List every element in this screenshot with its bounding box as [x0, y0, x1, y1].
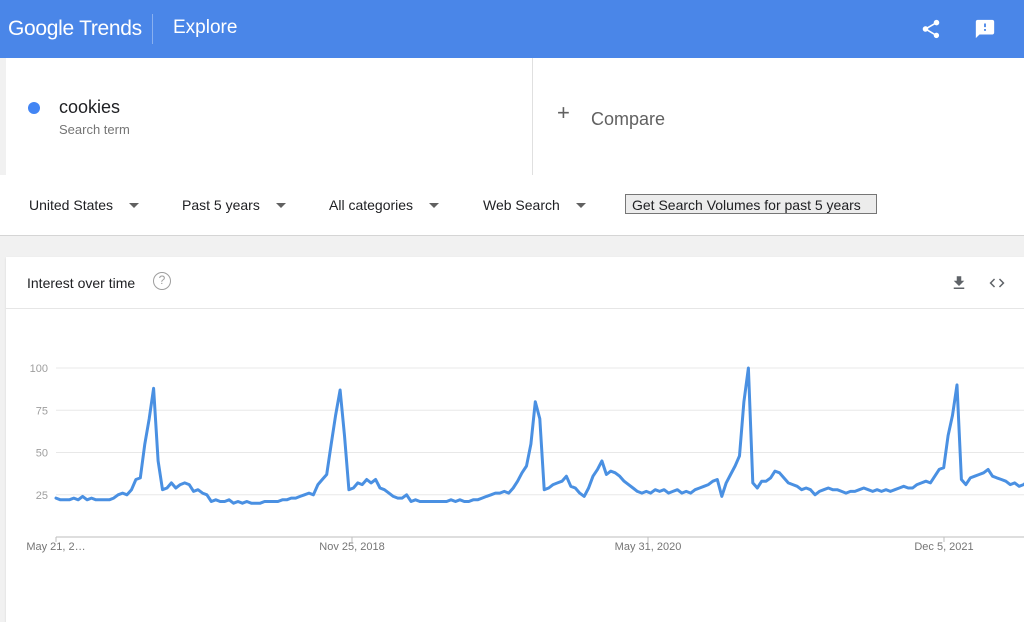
compare-label[interactable]: Compare: [591, 109, 666, 129]
interest-over-time-card: Interest over time ?: [6, 257, 1024, 622]
category-label: All categories: [329, 197, 414, 213]
feedback-icon[interactable]: [974, 18, 996, 40]
region-dropdown[interactable]: United States: [29, 197, 140, 213]
google-trends-logo[interactable]: Google Trends: [8, 17, 142, 40]
category-dropdown[interactable]: All categories: [329, 197, 440, 213]
dropdown-arrow-icon: [129, 202, 140, 208]
embed-icon[interactable]: [986, 274, 1008, 292]
term-color-dot: [28, 102, 40, 114]
time-range-label: Past 5 years: [182, 197, 260, 213]
dropdown-arrow-icon: [429, 202, 440, 208]
search-type-dropdown[interactable]: Web Search: [483, 197, 586, 213]
card-divider: [6, 308, 1024, 309]
dropdown-arrow-icon: [575, 202, 586, 208]
page-title: Explore: [173, 17, 238, 38]
search-term-panel[interactable]: cookies Search term: [6, 58, 533, 175]
search-term-name[interactable]: cookies: [59, 97, 121, 117]
compare-panel[interactable]: + Compare: [533, 58, 1024, 175]
dropdown-arrow-icon: [275, 202, 286, 208]
app-header: Google Trends Explore: [0, 0, 1024, 58]
plus-icon: +: [557, 100, 570, 125]
time-range-dropdown[interactable]: Past 5 years: [182, 197, 286, 213]
header-divider: [152, 14, 153, 44]
search-term-subtitle: Search term: [59, 122, 130, 137]
share-icon[interactable]: [920, 18, 942, 40]
help-icon[interactable]: ?: [153, 272, 171, 290]
get-search-volumes-button[interactable]: Get Search Volumes for past 5 years: [625, 194, 877, 214]
region-label: United States: [29, 197, 114, 213]
download-icon[interactable]: [950, 274, 968, 292]
search-type-label: Web Search: [483, 197, 560, 213]
card-title: Interest over time: [27, 275, 136, 291]
filter-bar: United States Past 5 years All categorie…: [0, 175, 1024, 236]
